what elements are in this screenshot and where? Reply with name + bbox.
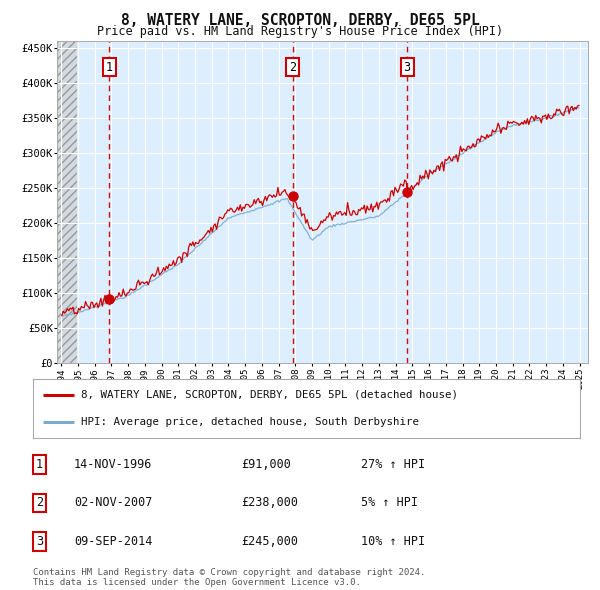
Text: 1: 1 — [106, 61, 113, 74]
Text: HPI: Average price, detached house, South Derbyshire: HPI: Average price, detached house, Sout… — [81, 417, 419, 427]
Text: 2: 2 — [36, 496, 43, 510]
Text: 3: 3 — [36, 535, 43, 548]
Text: 8, WATERY LANE, SCROPTON, DERBY, DE65 5PL (detached house): 8, WATERY LANE, SCROPTON, DERBY, DE65 5P… — [81, 390, 458, 399]
Text: 14-NOV-1996: 14-NOV-1996 — [74, 458, 152, 471]
Bar — [57, 41, 77, 363]
Text: 1: 1 — [36, 458, 43, 471]
Text: Price paid vs. HM Land Registry's House Price Index (HPI): Price paid vs. HM Land Registry's House … — [97, 25, 503, 38]
Text: 27% ↑ HPI: 27% ↑ HPI — [361, 458, 425, 471]
Text: 3: 3 — [404, 61, 411, 74]
Text: Contains HM Land Registry data © Crown copyright and database right 2024.
This d: Contains HM Land Registry data © Crown c… — [33, 568, 425, 587]
Text: 8, WATERY LANE, SCROPTON, DERBY, DE65 5PL: 8, WATERY LANE, SCROPTON, DERBY, DE65 5P… — [121, 13, 479, 28]
Bar — [57, 41, 77, 363]
Text: £238,000: £238,000 — [241, 496, 298, 510]
Text: £245,000: £245,000 — [241, 535, 298, 548]
Text: £91,000: £91,000 — [241, 458, 291, 471]
Text: 5% ↑ HPI: 5% ↑ HPI — [361, 496, 418, 510]
Text: 2: 2 — [289, 61, 296, 74]
Text: 10% ↑ HPI: 10% ↑ HPI — [361, 535, 425, 548]
Text: 09-SEP-2014: 09-SEP-2014 — [74, 535, 152, 548]
Text: 02-NOV-2007: 02-NOV-2007 — [74, 496, 152, 510]
